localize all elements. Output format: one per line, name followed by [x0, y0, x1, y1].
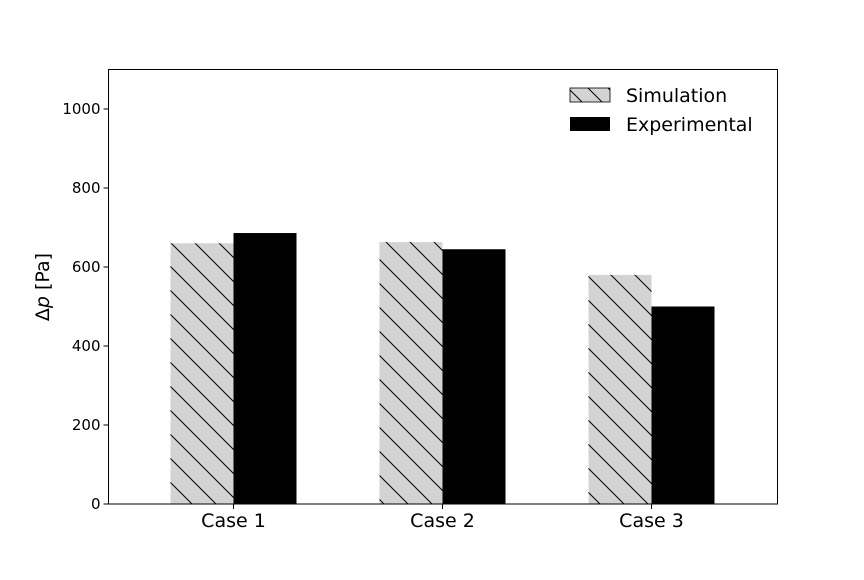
bar-experimental-2	[442, 249, 506, 504]
legend-swatch-experimental	[570, 117, 610, 131]
x-tick-label: Case 2	[410, 510, 475, 532]
bar-simulation-1	[170, 243, 234, 505]
bar-simulation-2	[379, 242, 443, 505]
y-tick-label: 400	[72, 337, 101, 355]
x-tick-label: Case 1	[201, 510, 266, 532]
x-tick-label: Case 3	[619, 510, 684, 532]
legend: Simulation Experimental	[569, 85, 753, 136]
bar-experimental-3	[651, 306, 715, 504]
y-axis-label: Δp [Pa]	[32, 253, 54, 321]
bar-simulation-3	[588, 274, 652, 504]
y-axis: 0 200 400 600 800 1000	[62, 100, 109, 513]
y-tick-label: 200	[72, 416, 101, 434]
legend-label-simulation: Simulation	[626, 85, 727, 107]
x-axis: Case 1 Case 2 Case 3	[201, 504, 684, 532]
bars-layer	[170, 233, 715, 505]
legend-label-experimental: Experimental	[626, 114, 753, 136]
legend-swatch-simulation	[569, 87, 611, 103]
y-tick-label: 800	[72, 179, 101, 197]
y-tick-label: 1000	[62, 100, 100, 118]
y-tick-label: 600	[72, 258, 101, 276]
y-tick-label: 0	[91, 495, 101, 513]
bar-experimental-1	[233, 233, 297, 504]
